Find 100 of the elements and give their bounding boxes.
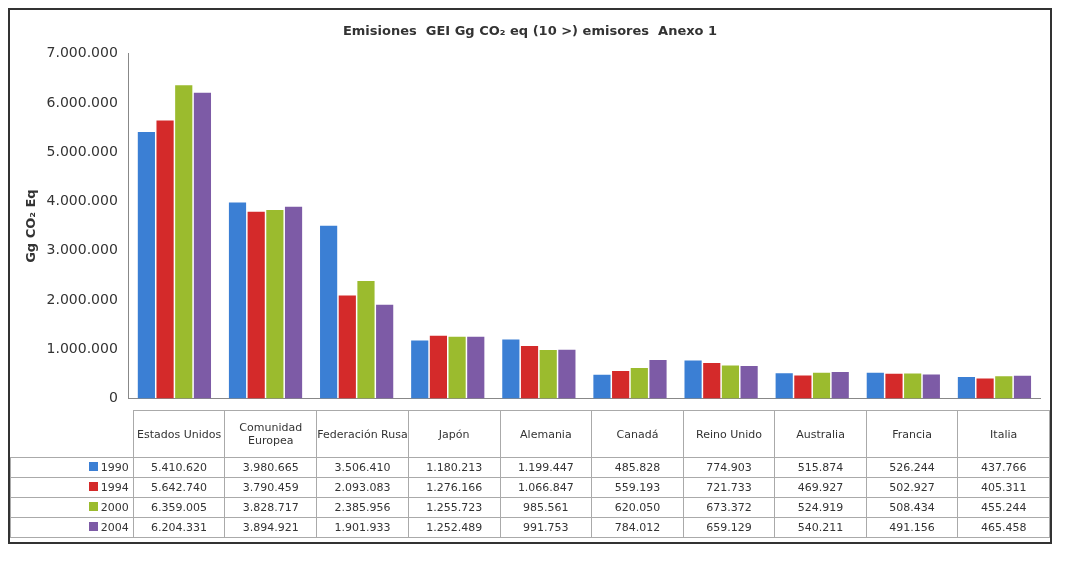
bar: [976, 378, 994, 399]
data-label: 784.012: [591, 517, 684, 538]
y-axis-title: Gg CO₂ Eq: [23, 189, 39, 263]
data-label: 774.903: [683, 457, 775, 478]
bar: [775, 373, 793, 399]
x-tick-label: Japón: [408, 410, 501, 458]
data-label: 508.434: [866, 497, 958, 518]
bar: [429, 335, 448, 399]
bar: [376, 304, 394, 399]
data-label: 659.129: [683, 517, 775, 538]
data-label: 491.156: [866, 517, 958, 538]
bar: [630, 368, 648, 399]
x-tick-label: Estados Unidos: [133, 410, 225, 458]
bar: [467, 336, 485, 399]
data-label: 3.506.410: [316, 457, 409, 478]
x-tick-label: Federación Rusa: [316, 410, 409, 458]
data-label: 2.093.083: [316, 477, 409, 498]
bar: [1013, 375, 1032, 399]
bar: [320, 225, 338, 399]
x-tick-label: Alemania: [500, 410, 592, 458]
bar: [539, 350, 557, 399]
data-label: 524.919: [774, 497, 867, 518]
data-label: 515.874: [774, 457, 867, 478]
bar: [338, 295, 356, 399]
data-label: 437.766: [957, 457, 1050, 478]
bar: [684, 360, 702, 399]
x-tick-label: Italia: [957, 410, 1050, 458]
legend-label: 1994: [10, 477, 134, 498]
bar: [228, 202, 247, 399]
bar: [794, 375, 812, 399]
data-label: 502.927: [866, 477, 958, 498]
data-label: 5.410.620: [133, 457, 225, 478]
data-label: 3.980.665: [224, 457, 317, 478]
data-label: 465.458: [957, 517, 1050, 538]
y-tick-label: 2.000.000: [46, 290, 118, 307]
bar: [957, 377, 976, 399]
data-label: 559.193: [591, 477, 684, 498]
bar: [558, 349, 576, 399]
bar: [812, 372, 831, 399]
bar: [740, 366, 758, 399]
x-tick-label: Canadá: [591, 410, 684, 458]
data-label: 985.561: [500, 497, 592, 518]
x-tick-label: Australia: [774, 410, 867, 458]
x-tick-label: Francia: [866, 410, 958, 458]
legend-label: 2004: [10, 517, 134, 538]
legend-label: 2000: [10, 497, 134, 518]
data-label: 485.828: [591, 457, 684, 478]
data-label: 405.311: [957, 477, 1050, 498]
bar: [520, 346, 539, 399]
bar: [502, 339, 520, 399]
data-label: 1.199.447: [500, 457, 592, 478]
data-label: 526.244: [866, 457, 958, 478]
data-label: 991.753: [500, 517, 592, 538]
data-label: 469.927: [774, 477, 867, 498]
data-label: 721.733: [683, 477, 775, 498]
y-tick-label: 1.000.000: [46, 339, 118, 356]
x-tick-label: Comunidad Europea: [224, 410, 317, 458]
bar: [703, 363, 721, 399]
data-label: 6.359.005: [133, 497, 225, 518]
y-tick-label: 0: [108, 389, 118, 406]
chart-title: Emisiones GEI Gg CO₂ eq (10 >) emisores Anexo 1: [342, 23, 718, 39]
data-label: 3.894.921: [224, 517, 317, 538]
y-tick-label: 7.000.000: [46, 44, 118, 61]
data-label: 3.828.717: [224, 497, 317, 518]
data-label: 1.255.723: [408, 497, 501, 518]
bar: [995, 376, 1013, 399]
y-tick-label: 5.000.000: [46, 142, 118, 159]
bar: [411, 340, 429, 399]
bar: [266, 209, 284, 399]
bar: [721, 365, 740, 399]
data-label: 540.211: [774, 517, 867, 538]
bar: [284, 206, 303, 399]
x-tick-label: Reino Unido: [683, 410, 775, 458]
data-label: 5.642.740: [133, 477, 225, 498]
data-label: 620.050: [591, 497, 684, 518]
bar: [448, 336, 466, 399]
bar: [247, 211, 265, 399]
bar: [175, 85, 193, 399]
bar: [156, 120, 174, 399]
bar: [885, 373, 903, 399]
bar: [137, 131, 155, 399]
data-label: 1.066.847: [500, 477, 592, 498]
bar: [904, 373, 922, 399]
data-label: 2.385.956: [316, 497, 409, 518]
bar: [593, 374, 611, 399]
data-label: 6.204.331: [133, 517, 225, 538]
y-tick-label: 3.000.000: [46, 241, 118, 258]
bar: [831, 371, 849, 399]
data-label: 455.244: [957, 497, 1050, 518]
data-label: 1.252.489: [408, 517, 501, 538]
bar: [866, 372, 884, 399]
bar: [193, 92, 212, 399]
bar: [357, 281, 375, 399]
legend-label: 1990: [10, 457, 134, 478]
data-label: 1.180.213: [408, 457, 501, 478]
data-label: 1.276.166: [408, 477, 501, 498]
data-label: 673.372: [683, 497, 775, 518]
y-tick-label: 6.000.000: [46, 93, 118, 110]
bar: [649, 359, 667, 399]
bar: [612, 371, 630, 399]
